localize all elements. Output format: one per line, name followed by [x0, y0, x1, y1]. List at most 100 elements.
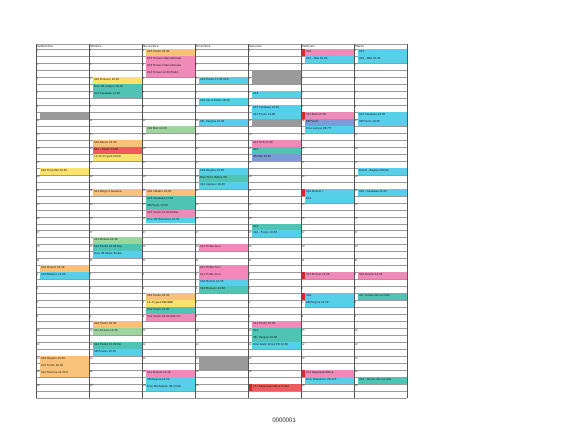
event-cell[interactable]: U11 Trofeo Coni — [199, 265, 248, 273]
day-number: 25 — [301, 216, 305, 220]
event-cell[interactable]: UB Mali 10.30 — [252, 153, 301, 161]
event-cell[interactable]: U11 Pinzolo 10.30 — [93, 237, 142, 245]
event-cell[interactable]: U14 — [252, 146, 301, 154]
event-cell[interactable]: U11 Trofeo Coni — [199, 272, 248, 280]
event-cell[interactable]: UB Fondo 10.30 — [146, 202, 195, 210]
red-day-marker — [301, 272, 305, 280]
day-number: 29 — [89, 244, 93, 248]
event-cell[interactable]: U11 Pinzolo 14.30 — [93, 328, 142, 336]
event-cell[interactable]: U12 Fondo 16.30 — [40, 363, 89, 371]
event-cell[interactable]: U14 Trento 12.30 Pop — [93, 244, 142, 252]
event-cell[interactable]: 12-13 gara BRONZE — [146, 300, 195, 308]
event-cell[interactable]: U14 Bruneco 14.30 — [199, 286, 248, 294]
event-cell[interactable]: U14 Trento 17.45 U16 — [199, 76, 248, 84]
event-cell[interactable]: Dino Monteshan VR 13.00 — [146, 384, 195, 391]
event-cell[interactable]: Dino Sesto Shark VR 12.00 — [252, 342, 301, 350]
event-cell[interactable]: U14 — [252, 90, 301, 98]
event-cell[interactable]: U16 Pinzolo 16.30 — [40, 265, 89, 273]
day-number: 6 — [36, 300, 39, 304]
event-cell[interactable]: U12 Pinzolo ? — [305, 188, 354, 196]
event-cell[interactable]: U13 Cavalese 11.00 — [93, 90, 142, 98]
event-cell[interactable]: U12 - torneo del cucciolo — [358, 377, 407, 385]
event-cell[interactable]: U16 Pergine 10.30 — [40, 356, 89, 364]
event-cell[interactable]: Dino Madesimo VR U13 — [305, 377, 354, 385]
event-cell[interactable]: U12 - Mali 10.30 — [305, 55, 354, 63]
day-number: 15 — [89, 147, 93, 151]
event-cell[interactable]: U14 Trento 18.30 Zoticchi — [146, 314, 195, 322]
day-number: 7 — [354, 91, 357, 95]
event-cell[interactable]: U12 Rappresentativa — [305, 370, 354, 378]
event-cell[interactable]: U13 — [252, 328, 301, 336]
day-number: 3 — [142, 63, 145, 67]
event-cell[interactable]: U14 Appiano 16.30 — [199, 181, 248, 189]
event-cell[interactable]: U16 Renon 16.30 — [93, 139, 142, 147]
event-cell[interactable]: U11 Rappresentativa Trofeo — [252, 384, 301, 391]
event-cell[interactable]: U11 Fondo 16.30 — [252, 321, 301, 329]
event-cell[interactable]: U16 - Fondo 10.30 — [252, 230, 301, 238]
event-cell[interactable]: U16 Trento 18.30 — [146, 293, 195, 301]
event-cell[interactable]: U13 Trofi 17.30 — [252, 139, 301, 147]
day-number: 23 — [142, 202, 146, 206]
event-cell[interactable]: U11 Pinzolo 14.30 — [146, 370, 195, 378]
column-line — [195, 44, 196, 398]
event-cell[interactable]: U16 Val di Zoldo 18.30 — [199, 97, 248, 105]
event-cell[interactable]: U16 - Mali 10.30 — [358, 55, 407, 63]
event-cell[interactable]: U14 Fiemme 14.30 P — [40, 370, 89, 378]
event-cell[interactable]: UB - Pergine 15.30 — [199, 118, 248, 126]
event-cell[interactable]: U13 Trento 18.30 — [146, 49, 195, 56]
event-cell[interactable]: U16 Trento 18.30 — [93, 321, 142, 329]
event-cell[interactable]: Dino Livigno VR ??? — [305, 125, 354, 133]
day-number: 6 — [354, 300, 357, 304]
day-number: 2 — [354, 272, 357, 276]
event-cell[interactable]: U14 Borgo d'Anaunia — [93, 188, 142, 196]
event-cell[interactable]: Dino VR Passo Tonale — [93, 251, 142, 259]
column-line — [407, 44, 408, 398]
event-cell[interactable]: UB Fondo — [305, 118, 354, 126]
event-cell[interactable]: 11-12-13 gara GOLD — [93, 153, 142, 161]
event-cell[interactable]: UB Fondo 10.30 — [358, 118, 407, 126]
event-cell[interactable]: U16 Caldaro 16.30 — [146, 188, 195, 196]
event-cell[interactable]: UB Pinzolo 10.30 — [93, 349, 142, 357]
event-cell[interactable]: Bronzi - Raptors Monte — [358, 167, 407, 175]
event-cell[interactable]: U14 — [305, 49, 354, 56]
day-number: 5 — [354, 77, 357, 81]
event-cell[interactable]: U13 Bolzano 11.00 — [40, 272, 89, 280]
event-cell[interactable]: U12 Mali 17.30 — [305, 111, 354, 119]
event-cell[interactable]: U16 Pinzolo 10.30 — [199, 279, 248, 287]
row-line — [36, 342, 407, 344]
event-cell[interactable]: U11 - Trento 12.00 — [93, 146, 142, 154]
event-cell[interactable]: Dino Torre Pellice VR — [199, 174, 248, 182]
event-cell[interactable]: UB Pergine 10.30 — [146, 377, 195, 385]
event-cell[interactable]: U14 — [305, 195, 354, 203]
event-cell[interactable]: U13 Fondo 14.00 — [252, 111, 301, 119]
event-cell[interactable]: U13 Torneo Internazionale — [146, 55, 195, 63]
event-cell[interactable]: U14 Trento 12.30 Pol — [93, 342, 142, 350]
day-number: 25 — [354, 216, 358, 220]
event-cell[interactable]: U14 — [252, 223, 301, 231]
event-cell[interactable]: Dino VR Malcesine 14.30 — [146, 216, 195, 224]
event-cell[interactable]: U13 Trento 12.30 Politec — [146, 209, 195, 217]
event-cell[interactable]: U8 - torneo del cucciolo — [358, 293, 407, 301]
event-cell[interactable]: U16 — [305, 293, 354, 301]
event-cell[interactable]: U13 Torneo 12.30 Prezio — [146, 69, 195, 77]
day-number: 15 — [248, 147, 252, 151]
event-cell[interactable]: Dino VR Livigno 16.30 — [93, 83, 142, 91]
event-cell[interactable]: U11 Trofeo Coni — [199, 244, 248, 252]
event-cell[interactable]: UB - Pergine 10.30 — [252, 335, 301, 343]
event-cell[interactable]: U16 Bruneco 10.30 — [93, 76, 142, 84]
row-line — [36, 49, 407, 50]
event-cell[interactable]: U14 Fondo 12.30 — [146, 307, 195, 315]
event-cell[interactable]: U16 Pergine 10.30 — [199, 167, 248, 175]
event-cell[interactable]: U16 Mali 10.30 — [146, 125, 195, 133]
event-cell[interactable]: U13 Cavalese 14.00 — [252, 104, 301, 112]
event-cell[interactable]: U13 Cavalese 14.30 — [358, 111, 407, 119]
event-cell[interactable]: U16 Torre Pell 10.30 — [40, 167, 89, 175]
event-cell[interactable]: U13 Torneo Internazionale — [146, 62, 195, 70]
event-cell[interactable]: U13 Cavalese 17.00 — [146, 195, 195, 203]
event-cell[interactable]: U16 Pinzolo 14.30 — [358, 272, 407, 280]
event-cell[interactable]: U16 - Cavalese 11.00 — [358, 188, 407, 196]
event-cell[interactable]: U11 Pinzolo 14.30 — [305, 272, 354, 280]
event-cell[interactable]: UB Pergine 10.30 — [305, 300, 354, 308]
day-number: 9 — [142, 105, 145, 109]
event-cell[interactable]: U14 — [358, 49, 407, 56]
